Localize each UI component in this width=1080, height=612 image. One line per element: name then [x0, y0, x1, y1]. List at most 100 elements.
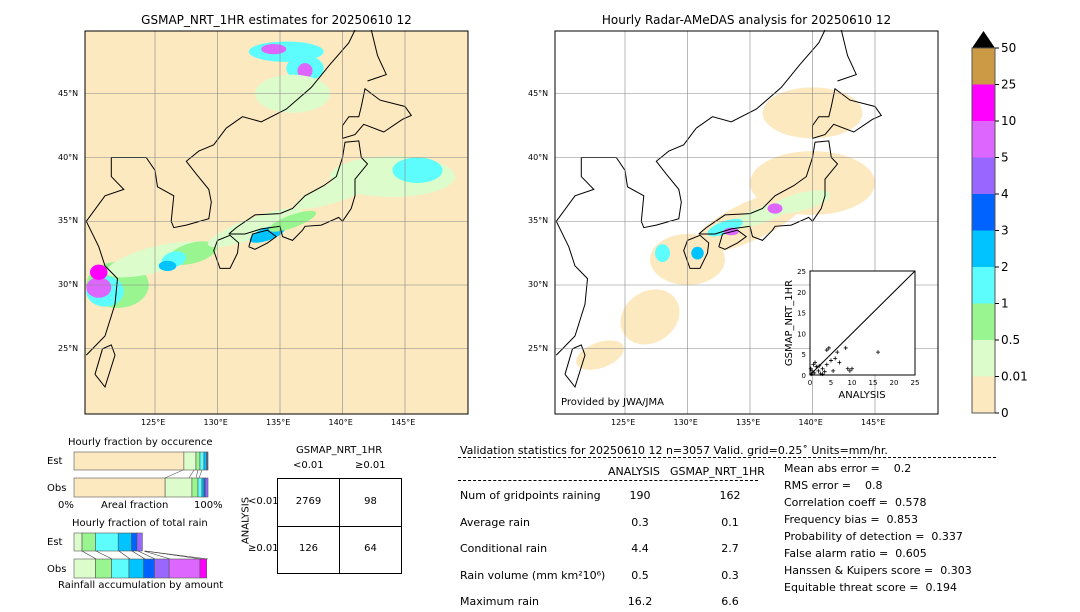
- right-russia-coast: [695, 29, 826, 129]
- right-rain-area: [691, 246, 704, 260]
- scatter-y-tick: 5: [802, 351, 806, 359]
- scatter-point: [810, 368, 815, 373]
- occ-xlabel: Areal fraction: [101, 500, 169, 511]
- right-hokkaido-coast: [812, 87, 883, 139]
- col-analysis: ANALYSIS: [608, 465, 660, 478]
- right-taiwan-coast: [564, 344, 586, 389]
- left-rain-area: [158, 260, 177, 271]
- scatter-point: [826, 345, 831, 350]
- colorbar-label: 0.5: [1001, 333, 1020, 347]
- score-line: Frequency bias = 0.853: [784, 513, 919, 526]
- scatter-x-tick: 5: [829, 379, 833, 387]
- left-hokkaido-coast: [342, 87, 413, 139]
- credit-text: Provided by JWA/JMA: [561, 397, 664, 408]
- lat-tick-label: 45°N: [58, 88, 79, 98]
- col-gsmap: GSMAP_NRT_1HR: [670, 465, 765, 478]
- total-est-segment: [81, 532, 96, 552]
- stats-label: Average rain: [460, 515, 530, 529]
- scatter-y-tick: 15: [797, 310, 806, 318]
- left-shikoku-coast: [248, 229, 278, 250]
- lat-tick-label: 40°N: [58, 152, 79, 162]
- colorbar-label: 0: [1001, 406, 1009, 420]
- left-rain-area: [90, 264, 108, 280]
- occ-obs-label: Obs: [47, 483, 67, 494]
- stats-g: 6.6: [721, 595, 739, 608]
- lat-tick-label: 35°N: [528, 216, 549, 226]
- left-sakhalin-coast: [367, 29, 387, 82]
- lon-tick-label: 125°E: [611, 418, 636, 427]
- right-rain-area: [620, 289, 680, 345]
- occurrence-est-segment: [195, 451, 201, 471]
- scatter-point: [833, 356, 838, 361]
- colorbar-label: 3: [1001, 224, 1009, 238]
- total-est-segment: [131, 532, 138, 552]
- right-rain-area: [767, 203, 783, 214]
- left-rain-area: [297, 63, 313, 79]
- left-taiwan-coast: [94, 344, 116, 389]
- colorbar-label: 10: [1001, 114, 1016, 128]
- occurrence-obs-segment: [205, 477, 209, 498]
- colorbar-label: 1: [1001, 297, 1009, 311]
- lat-tick-label: 30°N: [58, 280, 79, 289]
- scatter-point: [837, 360, 842, 365]
- stats-g: 2.7: [721, 542, 739, 555]
- lon-tick-label: 140°E: [328, 418, 353, 427]
- left-rain-area: [86, 277, 112, 298]
- stats-a: 0.5: [631, 568, 649, 582]
- occurrence-est-segment: [199, 451, 205, 471]
- colorbar-segment: [972, 157, 995, 194]
- scatter-point: [816, 368, 821, 373]
- scatter-point: [813, 360, 818, 365]
- contingency-table: 2769 98 126 64: [277, 478, 402, 574]
- colorbar-segment: [972, 376, 995, 413]
- right-map-title: Hourly Radar-AMeDAS analysis for 2025061…: [601, 13, 892, 27]
- colorbar-segment: [972, 194, 995, 231]
- left-map-frame: [84, 30, 469, 415]
- stats-label: Rain volume (mm km²10⁶): [460, 568, 606, 582]
- left-kyushu-coast: [213, 234, 240, 269]
- scatter-point: [808, 366, 813, 371]
- right-sakhalin-coast: [837, 29, 857, 82]
- right-kyushu-coast: [683, 234, 710, 269]
- total-obs-segment: [95, 558, 112, 579]
- occ-x100: 100%: [194, 500, 223, 511]
- lat-tick-label: 30°N: [528, 280, 549, 289]
- total-est-segment: [136, 532, 143, 552]
- tot-est-label: Est: [47, 537, 63, 548]
- scatter-point: [812, 370, 817, 375]
- total-obs-segment: [199, 558, 207, 579]
- score-line: Hanssen & Kuipers score = 0.303: [784, 564, 972, 577]
- col-label-ge: ≥0.01: [355, 460, 386, 471]
- right-rain-area: [707, 218, 743, 237]
- scatter-point: [835, 350, 840, 355]
- stats-g: 162: [719, 489, 741, 502]
- row-label-ge: ≥0.01: [248, 543, 279, 554]
- stats-label: Conditional rain: [460, 542, 548, 555]
- stats-a: 0.3: [631, 515, 649, 529]
- total-obs-segment: [128, 558, 144, 579]
- stats-label: Maximum rain: [460, 595, 539, 608]
- occ-x0: 0%: [58, 500, 74, 511]
- right-rain-area: [769, 190, 831, 214]
- occurrence-obs-segment: [73, 477, 166, 498]
- lon-tick-label: 135°E: [266, 418, 291, 427]
- cell-false-alarm: 98: [364, 496, 377, 507]
- scatter-point: [818, 371, 823, 376]
- lon-tick-label: 135°E: [736, 418, 761, 427]
- contingency-title: GSMAP_NRT_1HR: [296, 445, 383, 456]
- scatter-point: [817, 363, 822, 368]
- right-rain-area: [655, 244, 670, 263]
- occurrence-est-segment: [73, 451, 185, 471]
- score-line: Probability of detection = 0.337: [784, 530, 963, 543]
- colorbar-segment: [972, 84, 995, 121]
- colorbar-segment: [972, 121, 995, 158]
- left-russia-coast: [225, 29, 356, 129]
- lat-tick-label: 35°N: [58, 216, 79, 226]
- occurrence-obs-segment: [164, 477, 193, 498]
- scatter-point: [822, 369, 827, 374]
- total-est-segment: [73, 532, 83, 552]
- score-line: Correlation coeff = 0.578: [784, 496, 927, 509]
- lat-tick-label: 25°N: [528, 343, 549, 353]
- right-rain-area: [576, 340, 624, 370]
